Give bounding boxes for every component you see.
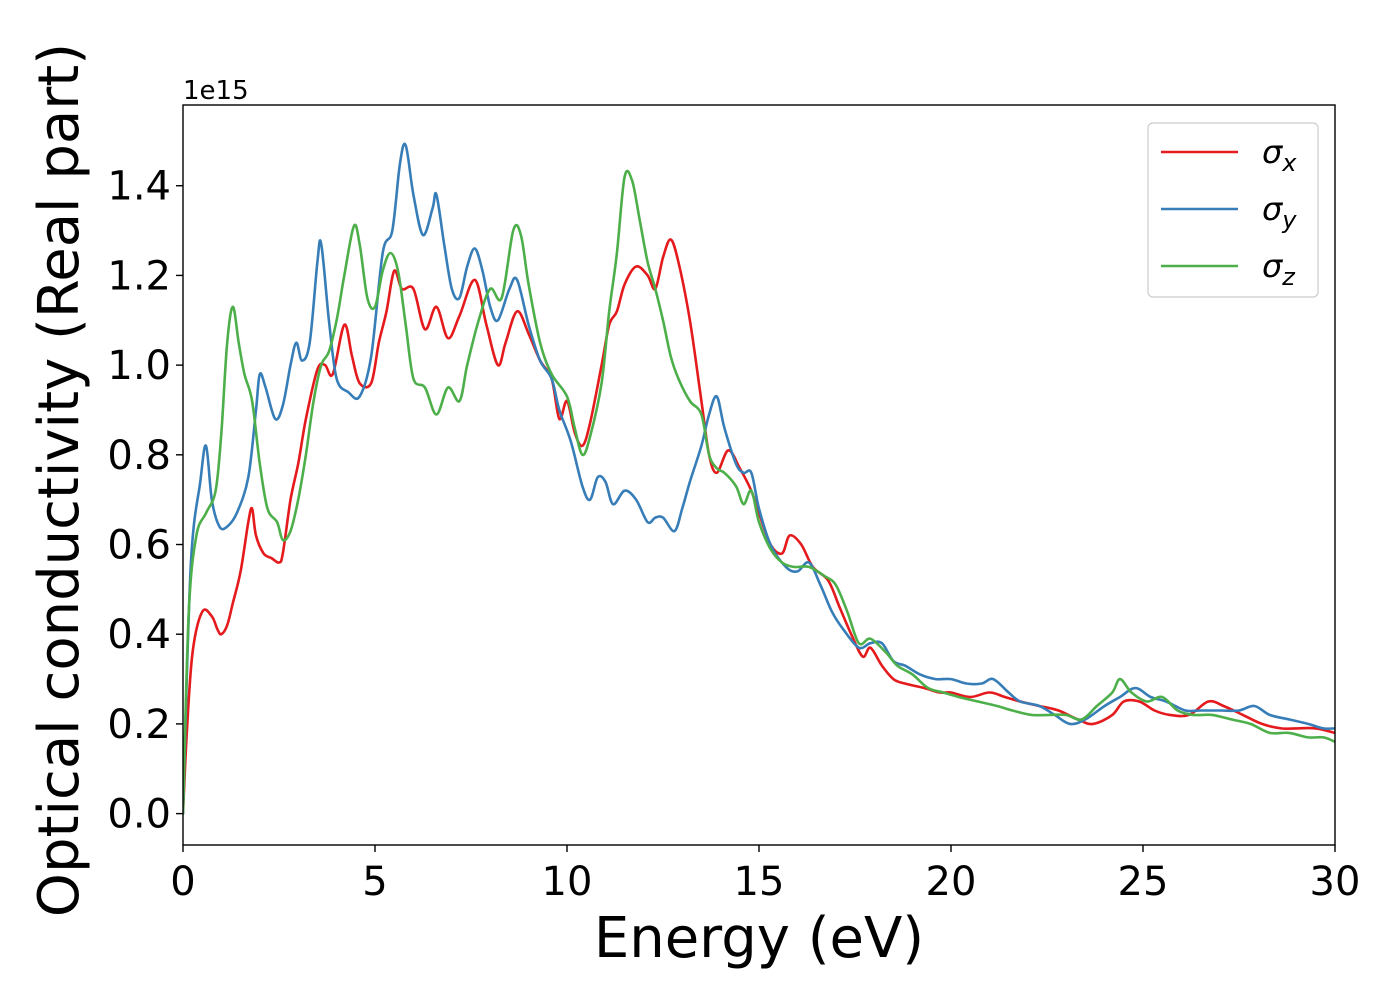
series-line-z: [183, 169, 1335, 815]
y-tick-label: 0.4: [107, 612, 171, 658]
series-line-y: [183, 142, 1335, 815]
series-layer: [183, 142, 1335, 815]
legend-item-y: σy: [1161, 190, 1297, 234]
x-tick-label: 0: [170, 859, 195, 905]
x-tick-label: 20: [926, 859, 977, 905]
y-axis-label: Optical conductivity (Real part): [27, 43, 92, 917]
legend-symbol: σ: [1262, 133, 1284, 171]
legend-label-y: σy: [1262, 190, 1297, 234]
y-tick-label: 0.8: [107, 433, 171, 479]
x-tick-label: 25: [1118, 859, 1169, 905]
y-axis-offset-label: 1e15: [183, 76, 249, 106]
legend-item-z: σz: [1161, 247, 1296, 291]
y-tick-label: 0.6: [107, 523, 171, 569]
y-tick-label: 1.0: [107, 343, 171, 389]
x-tick-label: 30: [1310, 859, 1361, 905]
legend-symbol: σ: [1262, 247, 1284, 285]
y-axis-ticks: 0.0 0.2 0.4 0.6 0.8 1.0 1.2 1.4: [107, 164, 183, 838]
y-tick-label: 1.2: [107, 253, 171, 299]
x-axis-ticks: 0 5 10 15 20 25 30: [170, 845, 1360, 905]
series-line-x: [183, 238, 1335, 815]
legend-subscript: x: [1281, 149, 1297, 177]
legend-subscript: z: [1281, 263, 1296, 291]
legend-subscript: y: [1281, 206, 1297, 234]
x-tick-label: 10: [542, 859, 593, 905]
legend-label-z: σz: [1262, 247, 1296, 291]
x-axis-label: Energy (eV): [594, 906, 924, 971]
x-tick-label: 5: [362, 859, 387, 905]
x-tick-label: 15: [734, 859, 785, 905]
y-tick-label: 1.4: [107, 164, 171, 210]
y-tick-label: 0.0: [107, 792, 171, 838]
legend-item-x: σx: [1161, 133, 1297, 177]
legend-label-x: σx: [1262, 133, 1297, 177]
legend-symbol: σ: [1262, 190, 1284, 228]
y-tick-label: 0.2: [107, 702, 171, 748]
